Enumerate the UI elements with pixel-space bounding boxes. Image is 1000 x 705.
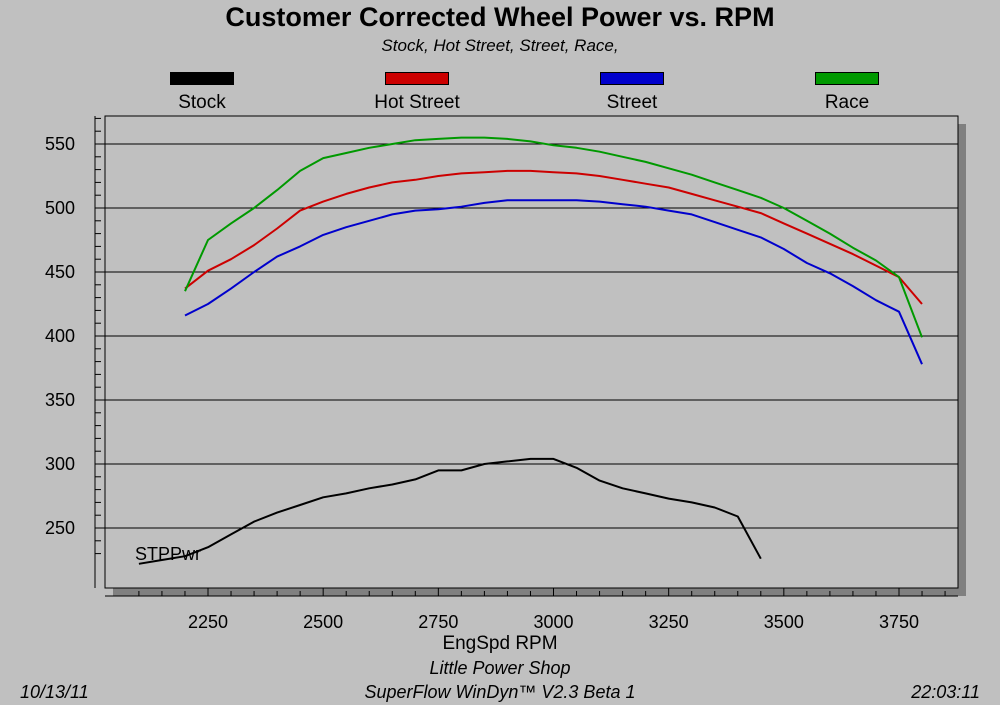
x-axis-label: EngSpd RPM	[442, 633, 558, 654]
shop-name: Little Power Shop	[429, 658, 571, 678]
legend-label: Street	[606, 92, 658, 113]
series-line-hot-street	[184, 169, 923, 305]
run-time: 22:03:11	[911, 682, 980, 702]
x-tick-label: 3500	[764, 612, 804, 632]
x-tick-label: 2500	[303, 612, 343, 632]
stppwr-annotation: STPPwr	[135, 544, 201, 564]
axes: 250 300 350 400 450 500 550 2250 2500 2750 3000 325…	[45, 116, 958, 632]
chart-title: Customer Corrected Wheel Power vs. RPM	[225, 2, 775, 32]
legend-swatch	[385, 72, 449, 85]
legend-swatch	[170, 72, 234, 85]
plot-area	[104, 115, 959, 589]
x-tick-label: 3750	[879, 612, 919, 632]
legend-swatch	[600, 72, 664, 85]
legend-label: Stock	[178, 92, 226, 113]
x-tick-label: 2750	[418, 612, 458, 632]
y-tick-label: 450	[45, 262, 75, 282]
legend-item: Stock	[137, 72, 267, 114]
legend-item: Hot Street	[352, 72, 482, 114]
run-date: 10/13/11	[20, 682, 89, 702]
chart-subtitle: Stock, Hot Street, Street, Race,	[381, 36, 619, 55]
series-line-stock	[138, 457, 762, 565]
y-tick-label: 400	[45, 326, 75, 346]
y-tick-label: 350	[45, 390, 75, 410]
legend-item: Street	[567, 72, 697, 114]
legend-item: Race	[782, 72, 912, 114]
series-line-race	[184, 136, 923, 338]
series-line-street	[184, 199, 923, 365]
software-version: SuperFlow WinDyn™ V2.3 Beta 1	[364, 682, 636, 702]
y-tick-label: 250	[45, 518, 75, 538]
series-lines	[138, 136, 923, 565]
legend-label: Race	[824, 92, 870, 113]
legend-swatch	[815, 72, 879, 85]
grid-lines	[105, 143, 958, 529]
x-tick-label: 2250	[188, 612, 228, 632]
x-tick-label: 3250	[649, 612, 689, 632]
y-tick-label: 300	[45, 454, 75, 474]
y-tick-label: 500	[45, 198, 75, 218]
y-tick-label: 550	[45, 134, 75, 154]
legend-label: Hot Street	[374, 92, 460, 113]
x-tick-label: 3000	[533, 612, 573, 632]
